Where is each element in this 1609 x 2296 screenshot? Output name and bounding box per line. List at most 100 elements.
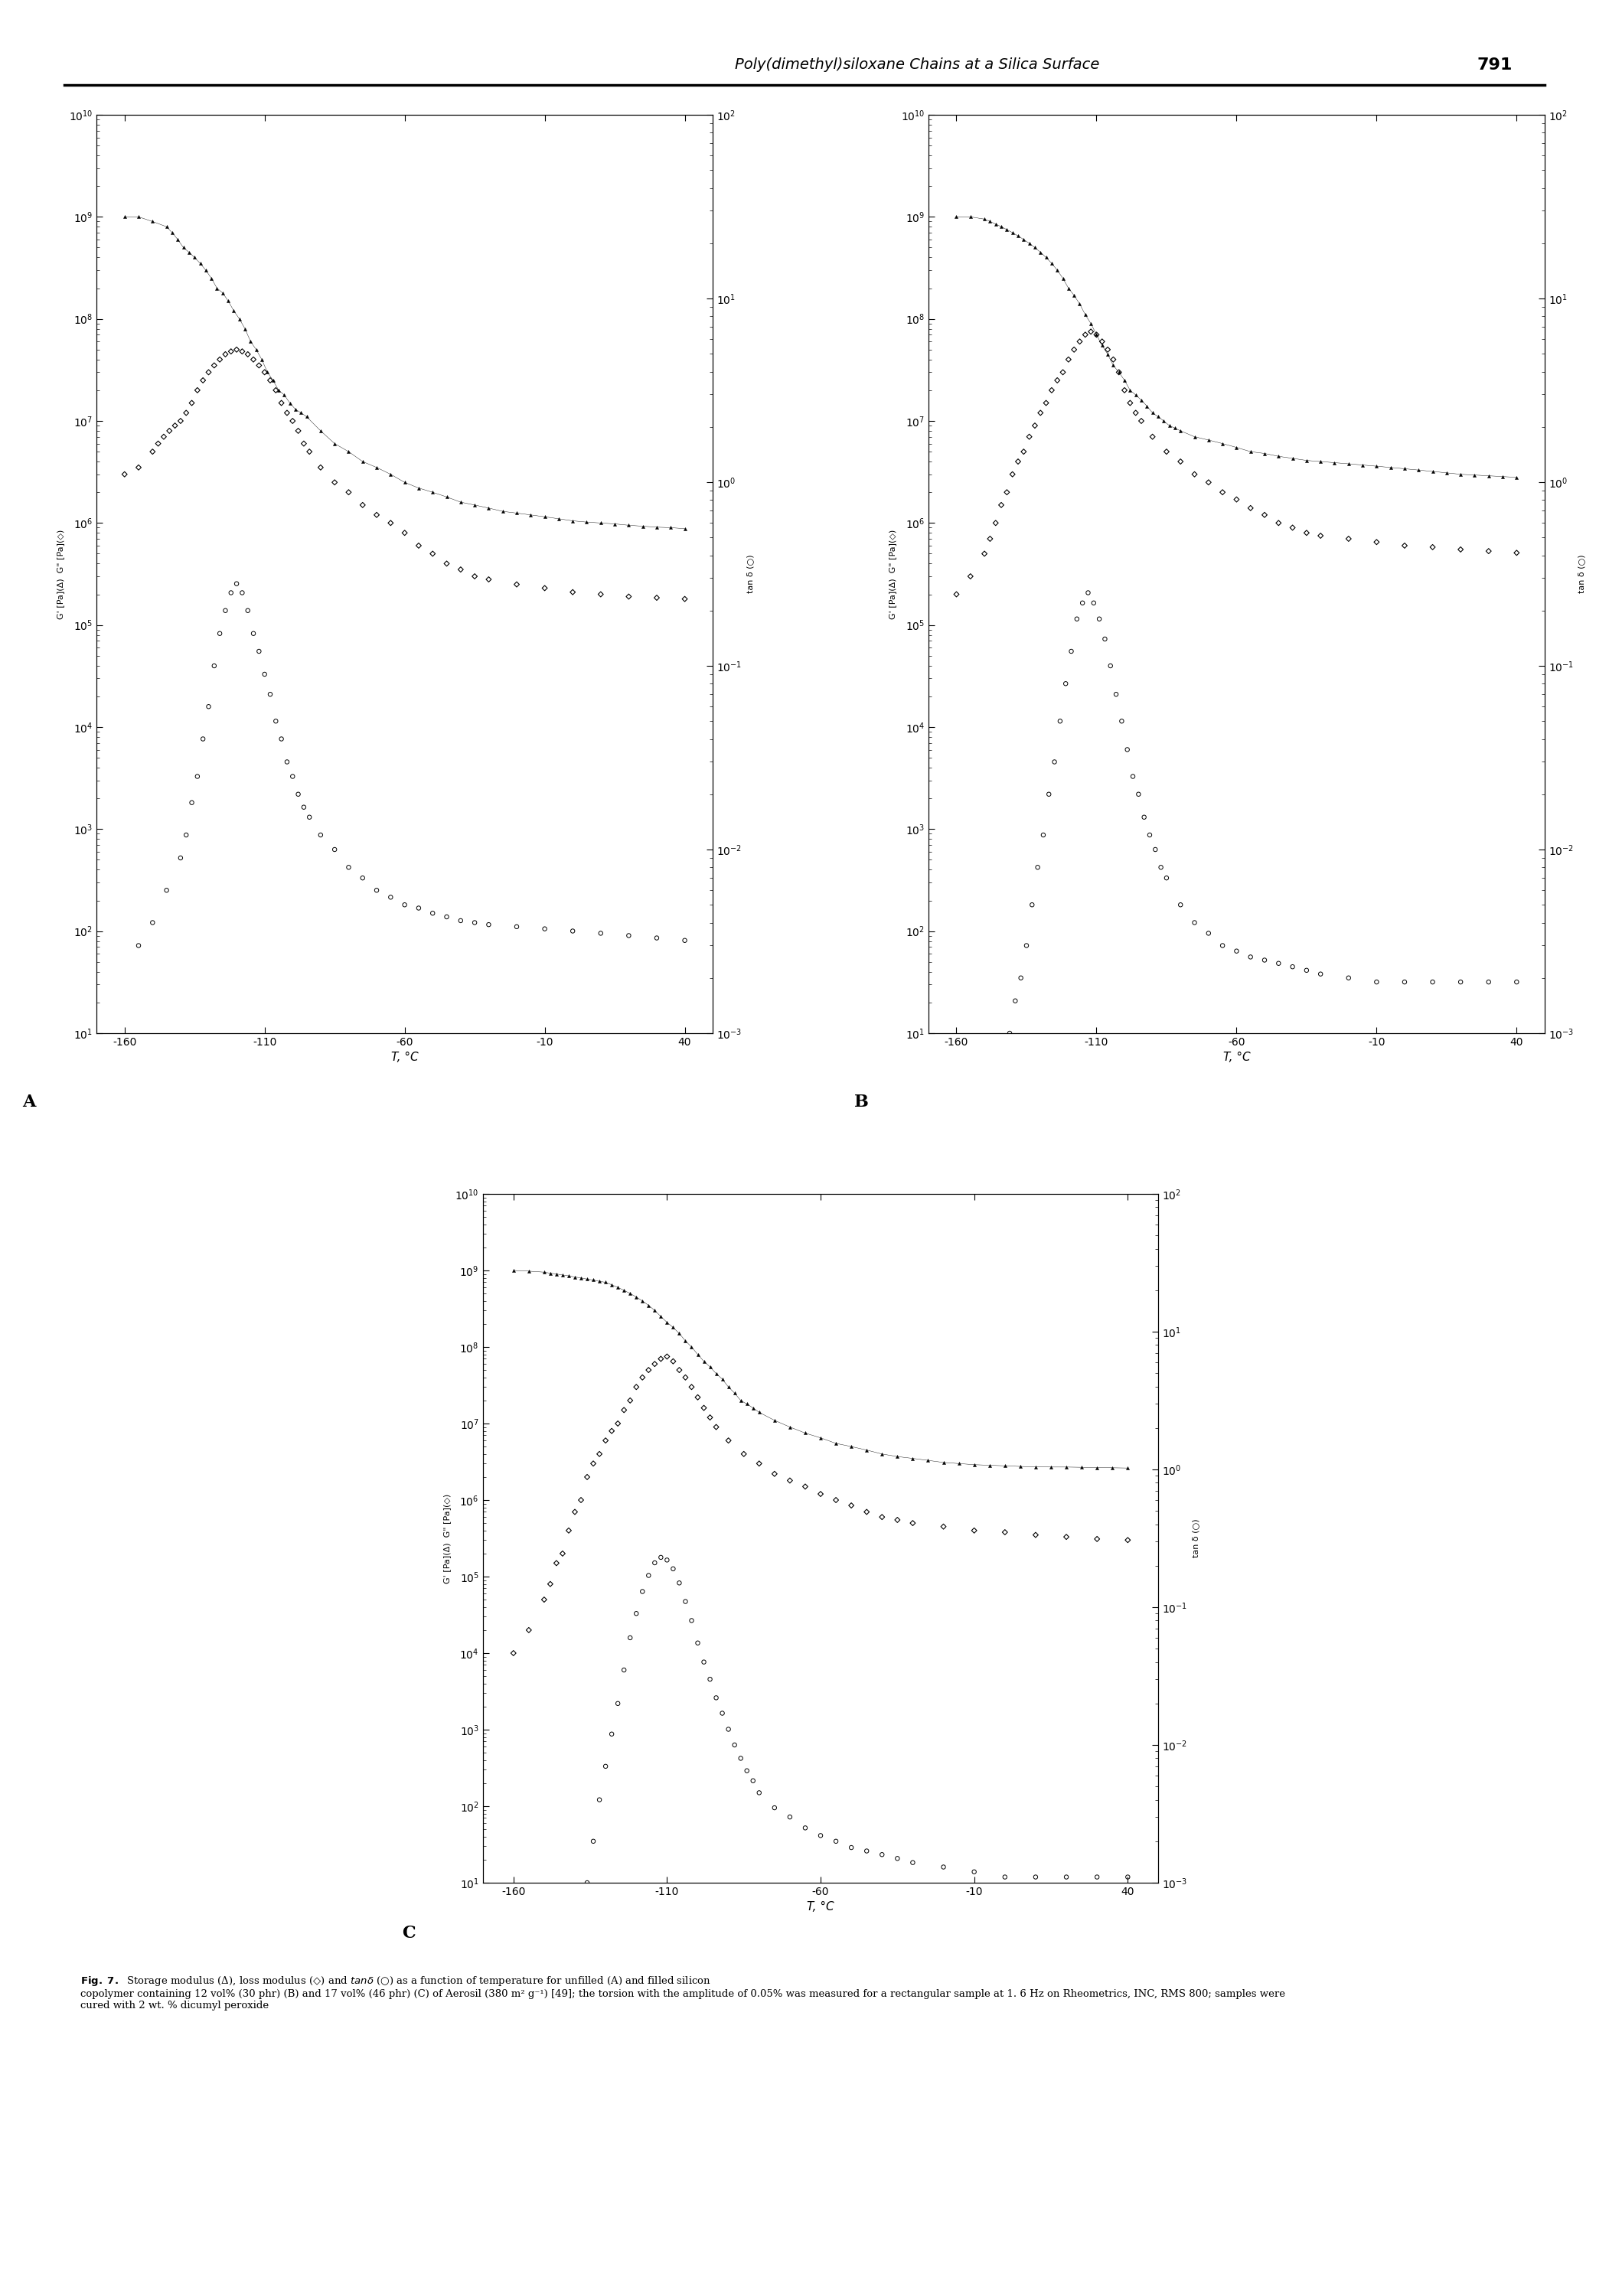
Point [1308,955,1334,992]
Point [1062,331,1088,367]
Point [838,1830,864,1867]
Point [1308,517,1334,553]
Point [777,1798,803,1835]
Point [1335,960,1361,996]
Point [722,1727,748,1763]
Point [533,569,558,606]
Point [262,372,288,409]
Point [727,1740,753,1777]
Point [307,817,333,854]
Point [1475,533,1501,569]
Point [1138,817,1163,854]
Point [516,1612,542,1649]
Point [1181,905,1207,941]
Point [151,418,177,455]
Point [378,879,404,916]
Point [212,592,238,629]
Point [322,464,348,501]
Point [1022,406,1047,443]
Point [1115,1522,1141,1559]
Point [1083,317,1109,354]
Point [629,1359,655,1396]
Point [1279,948,1305,985]
Point [550,2002,576,2039]
Point [504,567,529,604]
Point [673,923,698,960]
Point [1036,776,1062,813]
Point [977,521,1002,558]
Point [623,1596,648,1632]
Point [1081,585,1107,622]
Point [476,907,502,944]
Point [274,395,299,432]
Point [679,1603,705,1639]
Point [1018,886,1044,923]
Point [957,1143,983,1180]
Point [623,1368,648,1405]
Y-axis label: G' [Pa](Δ)  G" [Pa](◇): G' [Pa](Δ) G" [Pa](◇) [888,528,896,620]
Point [1059,634,1084,670]
Point [697,1398,722,1435]
Point [673,581,698,618]
Point [219,574,245,611]
Point [660,1550,685,1587]
Point [655,1541,681,1577]
Point [240,615,265,652]
Point [1093,620,1118,657]
Point [629,1573,655,1609]
Point [685,1626,711,1662]
Point [336,850,362,886]
Point [666,1352,692,1389]
Y-axis label: G' [Pa](Δ)  G" [Pa](◇): G' [Pa](Δ) G" [Pa](◇) [56,528,64,620]
Point [174,817,200,854]
Point [581,1823,607,1860]
Point [642,1345,668,1382]
Point [636,1557,661,1593]
Point [174,395,200,432]
Point [364,496,389,533]
Point [550,1536,576,1573]
Point [568,1885,594,1922]
Point [126,450,151,487]
Point [1364,523,1390,560]
Point [1294,953,1319,990]
Point [930,1848,956,1885]
Point [1054,1518,1080,1554]
Point [716,1711,742,1747]
Point [988,487,1014,523]
Point [972,535,998,572]
Point [364,872,389,909]
Point [636,1352,661,1389]
Point [1084,1520,1110,1557]
Y-axis label: tan δ (○): tan δ (○) [1578,556,1586,592]
Point [163,406,188,443]
Point [296,434,322,471]
Point [1475,964,1501,1001]
Point [824,1823,850,1860]
Point [1101,342,1126,379]
Point [208,342,233,379]
Point [1252,496,1278,533]
Point [792,1467,817,1504]
Point [703,1410,729,1446]
Point [644,579,669,615]
Point [761,1789,787,1825]
Point [405,891,431,928]
Point [1073,317,1099,354]
Point [648,1538,674,1575]
Point [447,551,473,588]
Point [991,1042,1017,1079]
Point [592,1747,618,1784]
Point [710,1694,735,1731]
Point [251,657,277,693]
Point [993,1860,1018,1896]
Point [262,703,288,739]
Point [140,905,166,941]
Point [1210,928,1236,964]
Point [516,2140,542,2177]
Point [167,840,193,877]
Point [957,558,983,595]
Point [747,1775,772,1812]
Point [1504,535,1530,572]
Text: 791: 791 [1477,57,1512,73]
